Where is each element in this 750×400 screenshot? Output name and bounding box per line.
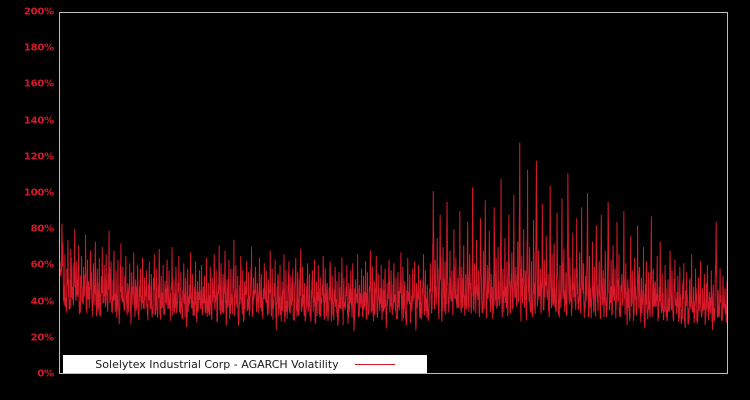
y-axis-tick-label: 160% <box>23 78 54 90</box>
series-polyline <box>60 143 727 332</box>
y-axis: 0% 20% 40% 60% 80% 100% 120% 140% 160% 180% 200% <box>0 0 59 400</box>
y-axis-tick-label: 120% <box>23 151 54 163</box>
legend-line-sample-icon <box>354 363 395 365</box>
y-axis-tick-label: 0% <box>37 368 54 380</box>
volatility-line-series <box>60 13 727 373</box>
y-axis-tick-label: 180% <box>23 42 54 54</box>
y-axis-tick-label: 80% <box>30 223 55 235</box>
y-axis-tick-label: 20% <box>30 332 55 344</box>
y-axis-tick-label: 40% <box>30 296 55 308</box>
y-axis-tick-label: 100% <box>23 187 54 199</box>
y-axis-tick-label: 200% <box>23 6 54 18</box>
legend: Solelytex Industrial Corp - AGARCH Volat… <box>63 355 427 373</box>
y-axis-tick-label: 60% <box>30 259 55 271</box>
plot-area <box>59 12 728 374</box>
legend-label: Solelytex Industrial Corp - AGARCH Volat… <box>95 357 339 371</box>
y-axis-tick-label: 140% <box>23 115 54 127</box>
